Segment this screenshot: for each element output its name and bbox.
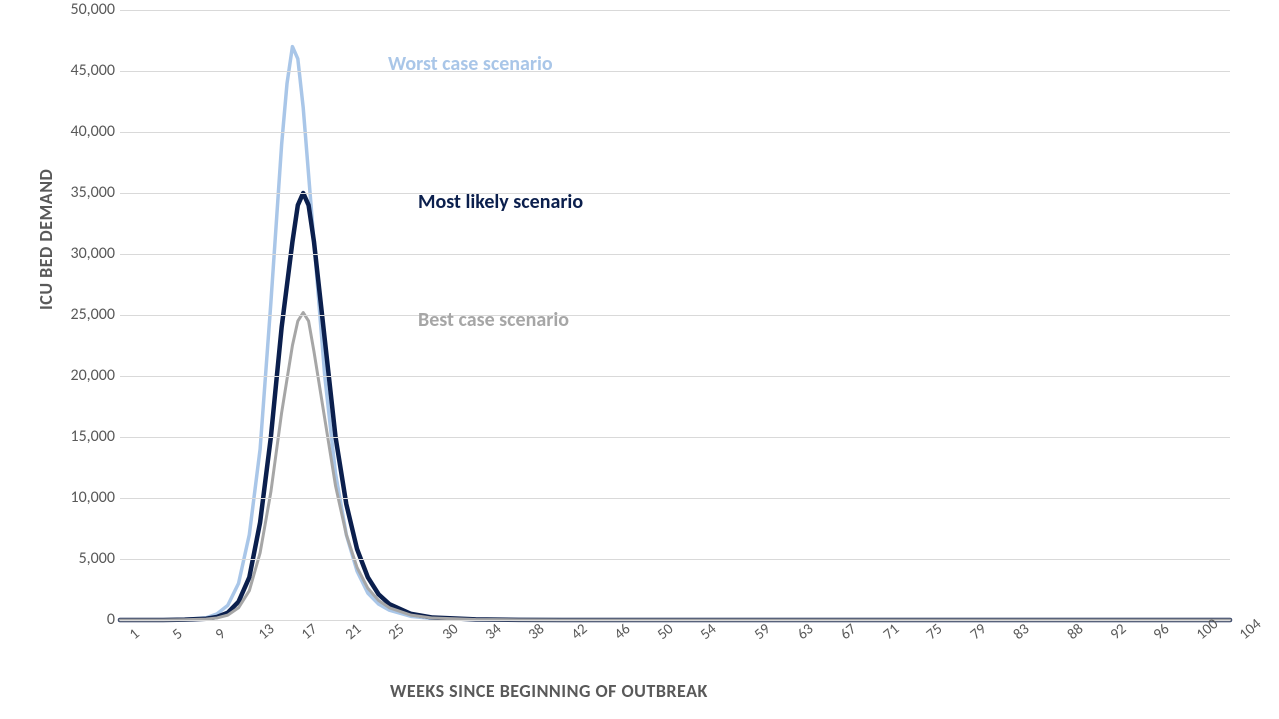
gridline (120, 10, 1230, 11)
gridline (120, 71, 1230, 72)
x-tick-label: 34 (482, 620, 505, 644)
x-tick-label: 79 (967, 620, 990, 644)
x-tick-label: 1 (126, 625, 143, 644)
y-tick-label: 50,000 (60, 0, 115, 19)
x-tick-label: 30 (439, 620, 462, 644)
x-tick-label: 5 (169, 625, 186, 644)
x-tick-label: 13 (255, 620, 278, 644)
x-tick-label: 83 (1010, 620, 1033, 644)
x-tick-label: 54 (697, 620, 720, 644)
x-tick-label: 88 (1064, 620, 1087, 644)
x-tick-label: 75 (923, 620, 946, 644)
y-tick-label: 40,000 (60, 122, 115, 141)
y-tick-label: 25,000 (60, 305, 115, 324)
gridline (120, 193, 1230, 194)
x-tick-label: 63 (794, 620, 817, 644)
gridline (120, 559, 1230, 560)
gridline (120, 132, 1230, 133)
series-label-worst: Worst case scenario (388, 52, 553, 76)
series-line-most-likely (120, 193, 1230, 620)
y-tick-label: 10,000 (60, 488, 115, 507)
gridline (120, 437, 1230, 438)
plot-area: Worst case scenario Most likely scenario B… (120, 10, 1230, 620)
gridline (120, 620, 1230, 621)
x-tick-label: 25 (385, 620, 408, 644)
y-tick-label: 15,000 (60, 427, 115, 446)
gridline (120, 254, 1230, 255)
gridline (120, 376, 1230, 377)
y-tick-label: 35,000 (60, 183, 115, 202)
x-tick-label: 104 (1236, 615, 1265, 643)
y-tick-label: 30,000 (60, 244, 115, 263)
x-tick-label: 96 (1150, 620, 1173, 644)
series-label-most-likely: Most likely scenario (418, 190, 583, 214)
series-label-best: Best case scenario (418, 308, 569, 332)
series-line-best (120, 313, 1230, 620)
gridline (120, 498, 1230, 499)
icu-demand-chart: ICU BED DEMAND WEEKS SINCE BEGINNING OF … (40, 10, 1240, 710)
y-tick-label: 0 (60, 610, 115, 629)
x-tick-label: 38 (525, 620, 548, 644)
x-axis-title: WEEKS SINCE BEGINNING OF OUTBREAK (390, 680, 708, 702)
y-axis-title: ICU BED DEMAND (35, 169, 57, 310)
x-tick-label: 59 (751, 620, 774, 644)
x-tick-label: 71 (880, 620, 903, 644)
x-tick-label: 17 (298, 620, 321, 644)
y-tick-label: 5,000 (60, 549, 115, 568)
gridline (120, 315, 1230, 316)
x-tick-label: 67 (837, 620, 860, 644)
x-tick-label: 9 (212, 625, 229, 644)
x-tick-label: 46 (611, 620, 634, 644)
x-tick-label: 21 (342, 620, 365, 644)
x-tick-label: 50 (654, 620, 677, 644)
y-tick-label: 20,000 (60, 366, 115, 385)
y-tick-label: 45,000 (60, 61, 115, 80)
x-tick-label: 92 (1107, 620, 1130, 644)
x-tick-label: 42 (568, 620, 591, 644)
